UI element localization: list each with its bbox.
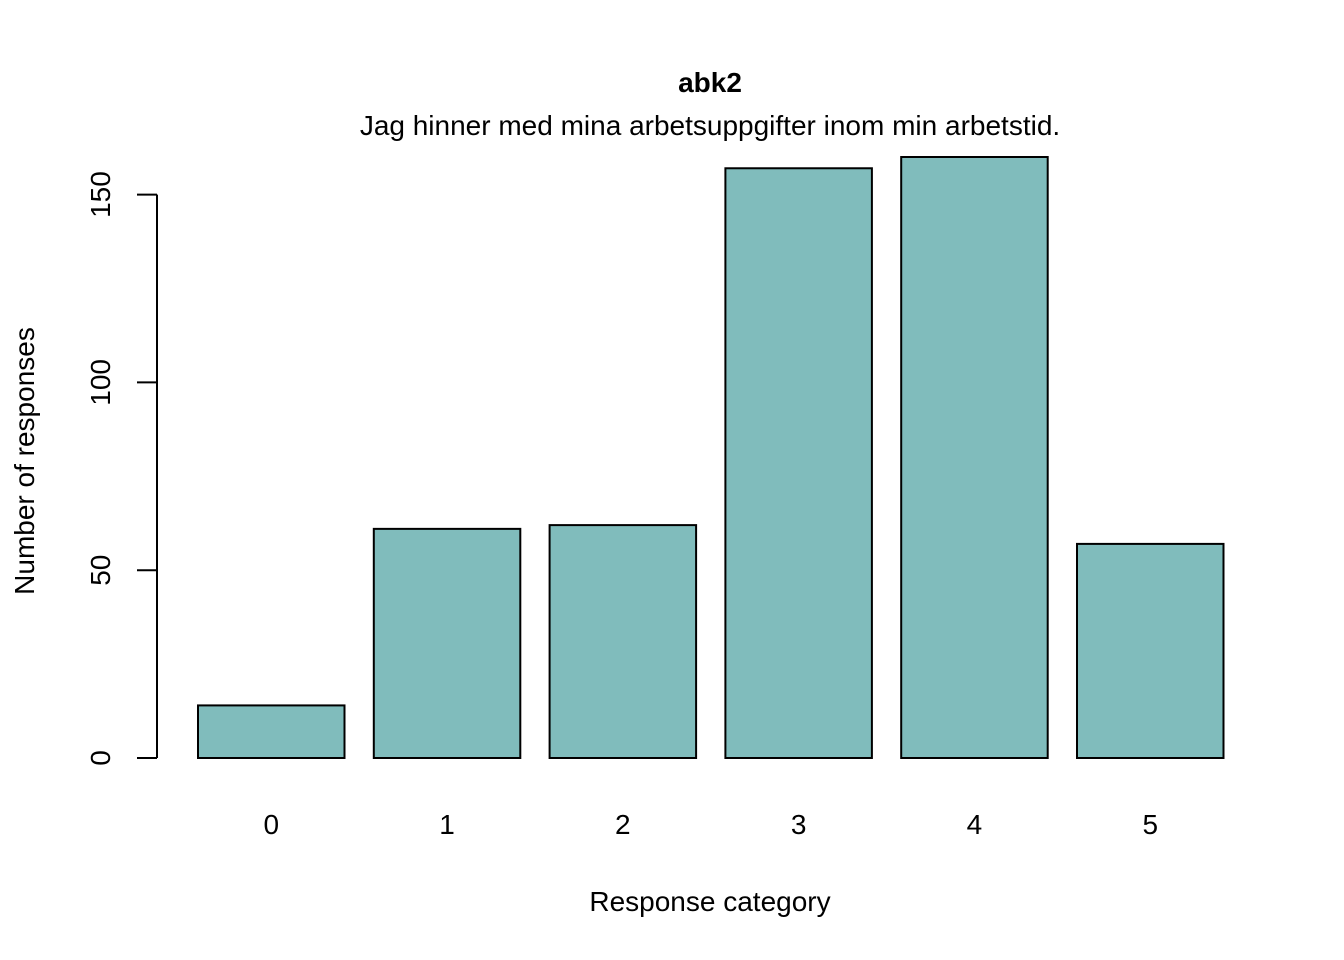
y-axis: 0 50 100 150 xyxy=(85,171,158,766)
y-axis-label: Number of responses xyxy=(9,327,40,595)
chart-title: abk2 xyxy=(678,67,742,98)
y-tick-label-50: 50 xyxy=(85,555,116,586)
bar-4 xyxy=(900,156,1049,759)
x-tick-label-5: 5 xyxy=(1142,809,1158,840)
y-tick-label-0: 0 xyxy=(85,750,116,766)
bar-0 xyxy=(197,704,346,759)
bar-2 xyxy=(548,524,698,759)
bar-1 xyxy=(372,527,522,760)
x-tick-label-4: 4 xyxy=(967,809,983,840)
chart-subtitle: Jag hinner med mina arbetsuppgifter inom… xyxy=(360,110,1060,141)
x-tick-label-3: 3 xyxy=(791,809,807,840)
x-tick-labels: 0 1 2 3 4 5 xyxy=(263,809,1158,840)
bar-3 xyxy=(724,167,873,760)
x-tick-label-1: 1 xyxy=(439,809,455,840)
bars xyxy=(197,156,1225,760)
x-axis-label: Response category xyxy=(589,886,830,917)
x-tick-label-2: 2 xyxy=(615,809,631,840)
bar-5 xyxy=(1076,542,1225,759)
y-tick-label-150: 150 xyxy=(85,171,116,218)
x-tick-label-0: 0 xyxy=(263,809,279,840)
y-tick-label-100: 100 xyxy=(85,359,116,406)
